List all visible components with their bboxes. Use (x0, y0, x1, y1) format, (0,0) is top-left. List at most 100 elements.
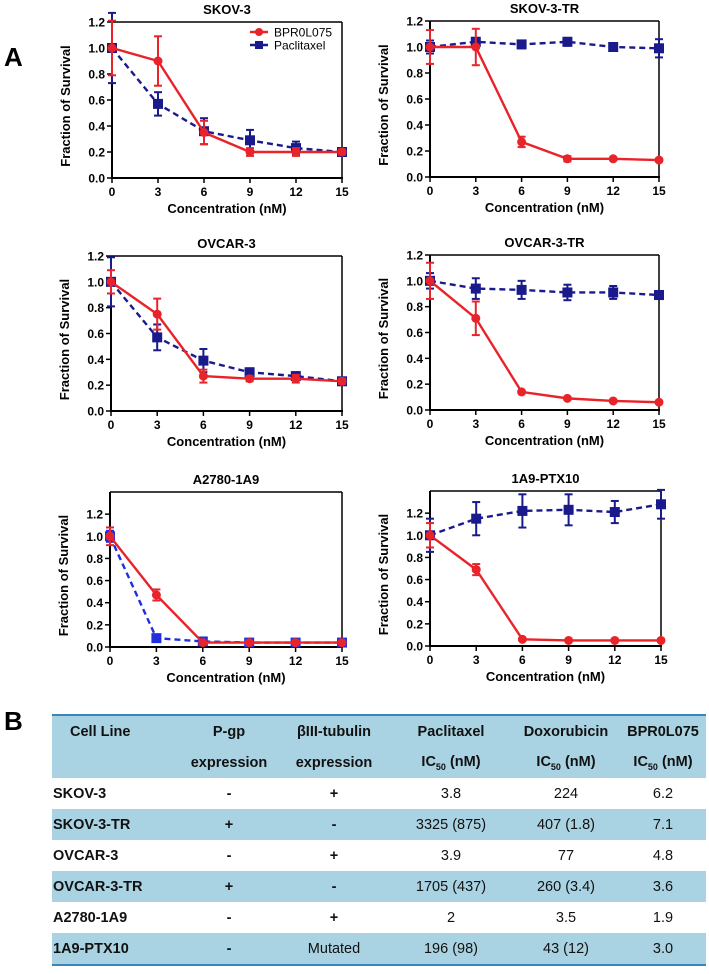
y-tick-label: 1.0 (88, 42, 105, 56)
doxorubicin-ic50-cell: 260 (3.4) (512, 871, 620, 902)
doxorubicin-ic50-cell: 3.5 (555, 909, 577, 926)
data-point-bpr0l075 (198, 371, 208, 381)
x-tick-label: 6 (199, 654, 206, 668)
x-tick-label: 15 (654, 653, 668, 667)
data-point-paclitaxel (152, 332, 163, 343)
series-line-paclitaxel (110, 281, 343, 383)
header-paclitaxel: Paclitaxel (390, 714, 512, 747)
header-tubulin-2: expression (278, 747, 390, 778)
x-tick-label: 9 (247, 185, 254, 199)
x-tick-label: 9 (246, 654, 253, 668)
bpr0l075-ic50-cell: 1.9 (652, 909, 674, 926)
x-tick-label: 3 (473, 653, 480, 667)
bpr0l075-ic50-cell: 6.2 (652, 785, 674, 802)
data-point-paclitaxel (562, 36, 573, 47)
data-point-paclitaxel (654, 43, 664, 54)
data-point-bpr0l075 (198, 638, 208, 648)
y-axis-label: Fraction of Survival (57, 279, 72, 400)
y-tick-label: 0.4 (86, 596, 103, 610)
y-tick-label: 0.6 (88, 94, 105, 108)
data-point-bpr0l075 (105, 531, 115, 541)
table-row: SKOV-3 - +3.8 224 6.2 (52, 778, 706, 809)
data-point-bpr0l075 (152, 309, 162, 319)
data-point-bpr0l075 (425, 530, 435, 540)
y-tick-label: 0.2 (88, 146, 105, 160)
bpr0l075-ic50-cell: 3.6 (620, 871, 706, 902)
data-point-bpr0l075 (106, 277, 116, 287)
data-point-bpr0l075 (471, 565, 481, 575)
cell-line-cell: SKOV-3 (53, 785, 107, 802)
y-tick-label: 0.2 (406, 145, 423, 159)
x-tick-label: 3 (153, 654, 160, 668)
legend-marker-paclitaxel (255, 41, 263, 49)
bpr0l075-ic50-cell: 3.0 (620, 933, 706, 966)
y-axis-label: Fraction of Survival (376, 44, 391, 165)
data-point-bpr0l075 (562, 154, 572, 164)
panel-label-b: B (4, 706, 23, 736)
cell-line-cell: SKOV-3-TR (52, 809, 180, 840)
y-tick-label: 0.2 (87, 379, 104, 393)
paclitaxel-ic50-cell: 196 (98) (390, 933, 512, 966)
x-tick-label: 0 (107, 654, 114, 668)
header-doxorubicin-ic50: IC50 (nM) (512, 747, 620, 778)
y-tick-label: 0.0 (86, 641, 103, 655)
header-bpr-ic50: IC50 (nM) (620, 747, 706, 778)
chart-title: A2780-1A9 (193, 472, 260, 487)
data-point-bpr0l075 (245, 147, 255, 157)
y-tick-label: 1.0 (86, 530, 103, 544)
x-tick-label: 6 (200, 418, 207, 432)
ic-sub: 50 (647, 761, 658, 772)
y-tick-label: 1.2 (406, 249, 423, 263)
data-point-paclitaxel (609, 507, 620, 518)
series-line-paclitaxel (429, 503, 662, 537)
table-row: OVCAR-3-TR + -1705 (437) 260 (3.4) 3.6 (52, 871, 706, 902)
y-tick-label: 0.6 (86, 574, 103, 588)
y-tick-label: 1.2 (406, 15, 423, 29)
data-point-bpr0l075 (654, 155, 664, 165)
table-row: 1A9-PTX10- Mutated 196 (98) 43 (12) 3.0 (52, 933, 706, 966)
bpr0l075-ic50-cell: 7.1 (620, 809, 706, 840)
legend-marker-bpr0l075 (255, 28, 263, 36)
y-axis-label: Fraction of Survival (376, 278, 391, 399)
data-point-paclitaxel (517, 505, 528, 516)
y-tick-label: 0.6 (406, 326, 423, 340)
data-point-bpr0l075 (517, 634, 527, 644)
y-tick-label: 0.4 (406, 595, 423, 609)
chart-title: OVCAR-3-TR (504, 235, 585, 250)
series-line-bpr0l075 (111, 46, 342, 154)
data-point-bpr0l075 (610, 635, 620, 645)
data-point-bpr0l075 (471, 313, 481, 323)
y-tick-label: 0.4 (87, 353, 104, 367)
cell-line-cell: OVCAR-3-TR (52, 871, 180, 902)
x-tick-label: 15 (652, 184, 666, 198)
x-tick-label: 0 (427, 417, 434, 431)
chart-title: 1A9-PTX10 (512, 471, 580, 486)
pgp-expression-cell: - (226, 785, 232, 802)
ic50-table-container: Cell Line P-gp βIII-tubulin Paclitaxel D… (52, 714, 706, 966)
data-point-bpr0l075 (245, 374, 255, 384)
header-pgp: P-gp (180, 714, 278, 747)
pgp-expression-cell: - (180, 933, 278, 966)
series-line-bpr0l075 (110, 280, 343, 383)
paclitaxel-ic50-cell: 3325 (875) (390, 809, 512, 840)
header-cell-line-2 (52, 747, 180, 778)
data-point-paclitaxel (608, 42, 619, 52)
x-tick-label: 12 (607, 184, 621, 198)
table-row: A2780-1A9 - +2 3.5 1.9 (52, 902, 706, 933)
y-tick-label: 0.0 (406, 171, 423, 185)
data-point-paclitaxel (153, 98, 163, 109)
table-header-row-2: expression expression IC50 (nM) IC50 (nM… (52, 747, 706, 778)
y-tick-label: 1.0 (87, 275, 104, 289)
pgp-expression-cell: + (180, 871, 278, 902)
data-point-paclitaxel (656, 499, 666, 510)
x-axis-label: Concentration (nM) (166, 670, 285, 685)
data-point-paclitaxel (516, 39, 527, 50)
y-axis-label: Fraction of Survival (376, 514, 391, 635)
x-tick-label: 9 (565, 653, 572, 667)
data-point-bpr0l075 (608, 154, 618, 164)
data-point-bpr0l075 (654, 397, 664, 407)
ic-unit: (nM) (445, 753, 481, 770)
y-tick-label: 0.8 (87, 301, 104, 315)
legend-label-bpr0l075: BPR0L075 (274, 26, 332, 40)
data-point-paclitaxel (470, 283, 481, 294)
